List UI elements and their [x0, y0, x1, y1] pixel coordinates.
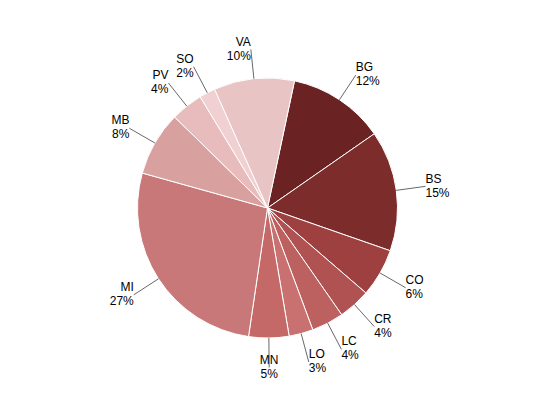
leader-line	[194, 67, 208, 93]
data-label: 8%	[112, 127, 130, 141]
chart-svg: BG12%BS15%CO6%CR4%LC4%LO3%MN5%MI27%MB8%P…	[0, 0, 535, 417]
slice-label: VA	[236, 35, 251, 49]
leader-line	[301, 334, 309, 362]
data-label: 5%	[260, 367, 278, 381]
leader-line	[168, 83, 186, 106]
leader-line	[396, 186, 425, 190]
slice-label: BS	[425, 172, 441, 186]
leader-line	[129, 128, 155, 143]
leader-line	[339, 75, 355, 100]
slice-label: MI	[120, 280, 133, 294]
data-label: 2%	[176, 66, 194, 80]
slice-label: SO	[176, 52, 193, 66]
labels: BG12%BS15%CO6%CR4%LC4%LO3%MN5%MI27%MB8%P…	[110, 35, 450, 381]
data-label: 3%	[309, 361, 327, 375]
data-label: 4%	[151, 82, 169, 96]
leader-line	[134, 279, 159, 295]
slices	[138, 78, 398, 338]
leader-line	[354, 305, 374, 327]
slice-label: MN	[260, 353, 279, 367]
slice-label: LO	[309, 347, 325, 361]
slice-label: CO	[406, 273, 424, 287]
slice-label: MB	[111, 113, 129, 127]
slice-label: BG	[356, 60, 373, 74]
data-label: 27%	[110, 294, 134, 308]
slice-label: CR	[374, 312, 392, 326]
data-label: 4%	[374, 326, 392, 340]
pie-slice	[215, 78, 295, 208]
data-label: 6%	[406, 287, 424, 301]
leader-line	[380, 273, 406, 288]
leader-line	[328, 323, 342, 349]
data-label: 12%	[356, 74, 380, 88]
leader-line	[251, 49, 254, 78]
data-label: 10%	[227, 49, 251, 63]
data-label: 4%	[341, 348, 359, 362]
data-label: 15%	[425, 186, 449, 200]
pie-group: BG12%BS15%CO6%CR4%LC4%LO3%MN5%MI27%MB8%P…	[110, 35, 450, 381]
slice-label: PV	[152, 68, 168, 82]
slice-label: LC	[341, 334, 357, 348]
